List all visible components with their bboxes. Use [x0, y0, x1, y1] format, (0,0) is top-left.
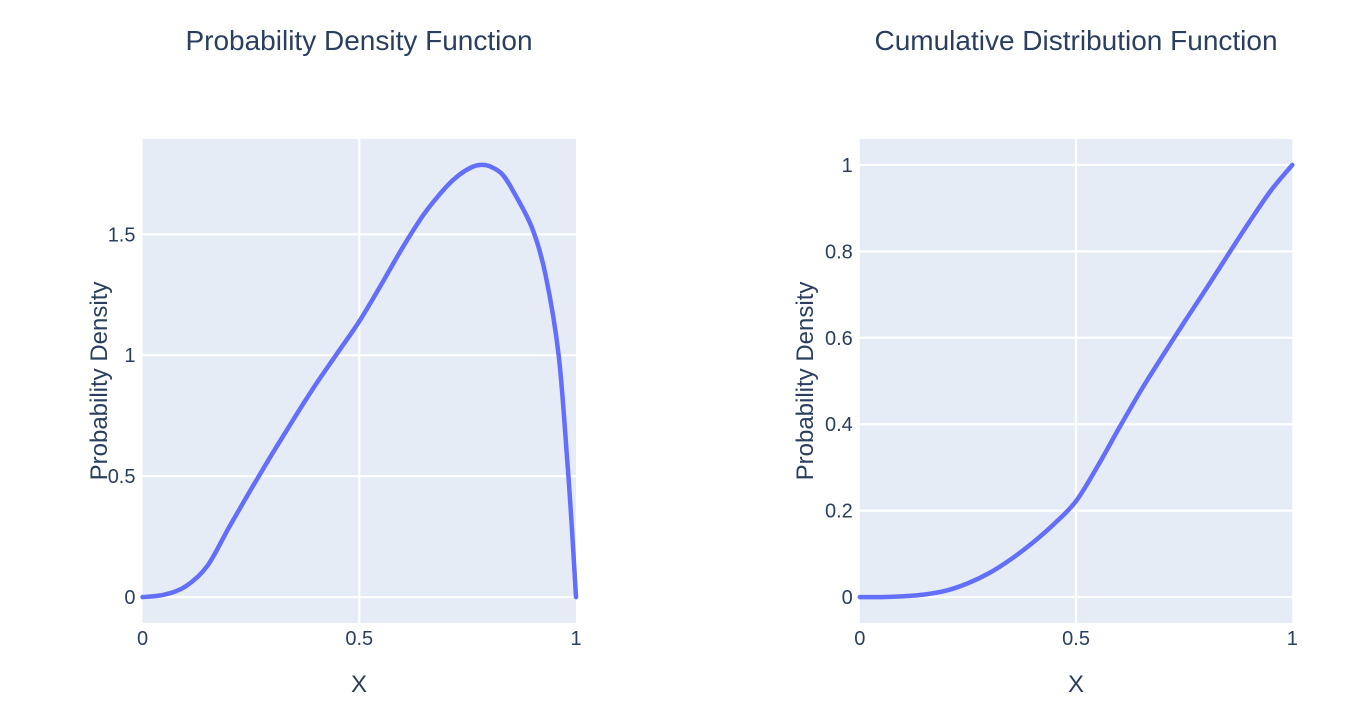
cdf-x-tick-label: 0	[854, 628, 865, 650]
cdf-curve	[857, 162, 1295, 600]
cdf-y-tick-label: 0	[842, 587, 853, 609]
pdf-x-axis-title: X	[350, 671, 367, 698]
cdf-y-axis-title: Probability Density	[792, 281, 819, 481]
cdf-x-tick-label: 1	[1287, 628, 1298, 650]
pdf-x-tick-label: 0.5	[345, 628, 373, 650]
cdf-y-tick-label: 0.4	[825, 414, 853, 436]
pdf-y-tick-label: 0.5	[108, 466, 136, 488]
cdf-chart-title: Cumulative Distribution Function	[874, 25, 1278, 56]
pdf-y-tick-label: 1	[124, 345, 135, 367]
pdf-x-tick-label: 1	[570, 628, 581, 650]
pdf-chart-title: Probability Density Function	[185, 25, 533, 56]
cdf-x-axis-title: X	[1067, 671, 1084, 698]
pdf-curve	[140, 162, 579, 600]
cdf-x-tick-label: 0.5	[1062, 628, 1090, 650]
cdf-y-tick-label: 0.2	[825, 501, 853, 523]
pdf-y-tick-label: 1.5	[108, 224, 136, 246]
pdf-y-tick-label: 0	[124, 587, 135, 609]
cdf-y-tick-label: 1	[842, 155, 853, 177]
pdf-y-axis-title: Probability Density	[86, 281, 113, 481]
pdf-x-tick-label: 0	[137, 628, 148, 650]
cdf-y-tick-label: 0.8	[825, 241, 853, 263]
cdf-y-tick-label: 0.6	[825, 328, 853, 350]
